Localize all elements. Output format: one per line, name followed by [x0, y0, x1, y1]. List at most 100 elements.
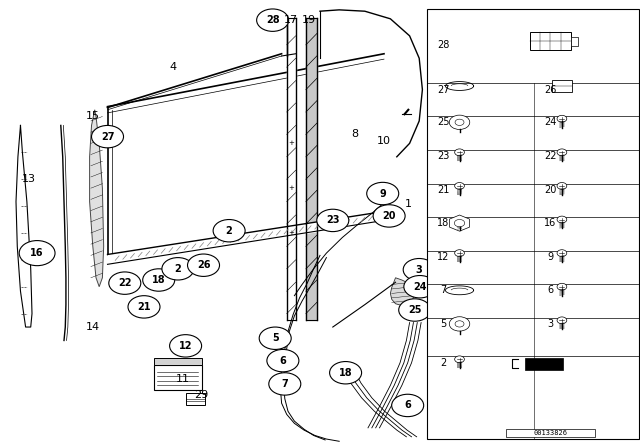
Text: 20: 20 [544, 185, 557, 194]
Text: 6: 6 [280, 356, 286, 366]
Text: 2: 2 [440, 358, 447, 368]
Circle shape [557, 182, 567, 190]
Text: 5: 5 [272, 333, 278, 343]
Text: +: + [288, 185, 294, 191]
Text: 11: 11 [175, 374, 189, 383]
Text: 26: 26 [196, 260, 211, 270]
Text: 12: 12 [437, 252, 450, 262]
Text: 00133826: 00133826 [533, 430, 568, 436]
Circle shape [454, 250, 465, 257]
Bar [506, 429, 595, 437]
Bar [427, 9, 639, 439]
Circle shape [162, 258, 194, 280]
Text: 2: 2 [226, 226, 232, 236]
Text: 23: 23 [326, 215, 340, 225]
Text: 5: 5 [440, 319, 447, 329]
Text: 4: 4 [169, 62, 177, 72]
Circle shape [317, 209, 349, 232]
Text: +: + [288, 140, 294, 146]
Text: 29: 29 [195, 390, 209, 400]
Circle shape [128, 296, 160, 318]
Bar [552, 80, 572, 92]
Circle shape [449, 317, 470, 331]
Bar [186, 393, 205, 405]
Bar [530, 32, 572, 50]
Circle shape [557, 149, 567, 156]
Circle shape [330, 362, 362, 384]
Text: 9: 9 [380, 189, 386, 198]
Circle shape [454, 182, 465, 190]
Bar [571, 37, 577, 46]
Circle shape [367, 182, 399, 205]
Text: 9: 9 [547, 252, 554, 262]
Text: 12: 12 [179, 341, 193, 351]
Text: 16: 16 [544, 218, 557, 228]
Text: +: + [288, 230, 294, 236]
Text: 18: 18 [152, 275, 166, 285]
Circle shape [454, 149, 465, 156]
Circle shape [557, 283, 567, 290]
Text: 3: 3 [547, 319, 554, 329]
Circle shape [373, 205, 405, 227]
Circle shape [392, 394, 424, 417]
Text: 18: 18 [339, 368, 353, 378]
Text: 25: 25 [437, 117, 450, 127]
Circle shape [188, 254, 220, 276]
Text: 21: 21 [437, 185, 450, 194]
Text: 1: 1 [405, 199, 412, 209]
Circle shape [109, 272, 141, 294]
Text: 28: 28 [266, 15, 280, 25]
Polygon shape [390, 278, 415, 306]
Text: 13: 13 [22, 174, 36, 184]
Circle shape [557, 250, 567, 257]
Text: 28: 28 [437, 40, 450, 50]
Circle shape [557, 317, 567, 324]
Text: 18: 18 [437, 218, 450, 228]
Circle shape [557, 115, 567, 122]
Circle shape [449, 115, 470, 129]
Text: 26: 26 [544, 85, 557, 95]
Circle shape [404, 276, 436, 298]
Circle shape [455, 119, 464, 125]
Polygon shape [90, 110, 104, 287]
Text: 7: 7 [282, 379, 288, 389]
Text: 3: 3 [416, 265, 422, 275]
Text: 15: 15 [86, 112, 100, 121]
Circle shape [259, 327, 291, 349]
Circle shape [399, 299, 431, 321]
Text: 10: 10 [377, 136, 391, 146]
Text: 24: 24 [413, 282, 427, 292]
Text: 6: 6 [547, 285, 554, 295]
Circle shape [257, 9, 289, 31]
Text: 22: 22 [544, 151, 557, 161]
Circle shape [557, 216, 567, 223]
Text: 27: 27 [437, 85, 450, 95]
Circle shape [92, 125, 124, 148]
Circle shape [19, 241, 55, 266]
Text: 25: 25 [408, 305, 422, 315]
Bar [525, 358, 563, 370]
Text: 16: 16 [30, 248, 44, 258]
Text: 8: 8 [351, 129, 359, 139]
Text: 22: 22 [118, 278, 132, 288]
Text: 17: 17 [284, 15, 298, 25]
Circle shape [455, 321, 464, 327]
Text: 6: 6 [404, 401, 411, 410]
Circle shape [269, 373, 301, 395]
Polygon shape [449, 215, 470, 231]
Circle shape [143, 269, 175, 291]
Text: 23: 23 [437, 151, 450, 161]
Circle shape [267, 349, 299, 372]
Circle shape [213, 220, 245, 242]
Text: 14: 14 [86, 322, 100, 332]
Bar [154, 358, 202, 365]
Text: 21: 21 [137, 302, 151, 312]
Text: 7: 7 [440, 285, 447, 295]
Circle shape [403, 258, 435, 281]
Bar [154, 365, 202, 390]
Text: 24: 24 [544, 117, 557, 127]
Text: 19: 19 [302, 15, 316, 25]
Text: 27: 27 [100, 132, 115, 142]
Circle shape [170, 335, 202, 357]
Text: 20: 20 [382, 211, 396, 221]
